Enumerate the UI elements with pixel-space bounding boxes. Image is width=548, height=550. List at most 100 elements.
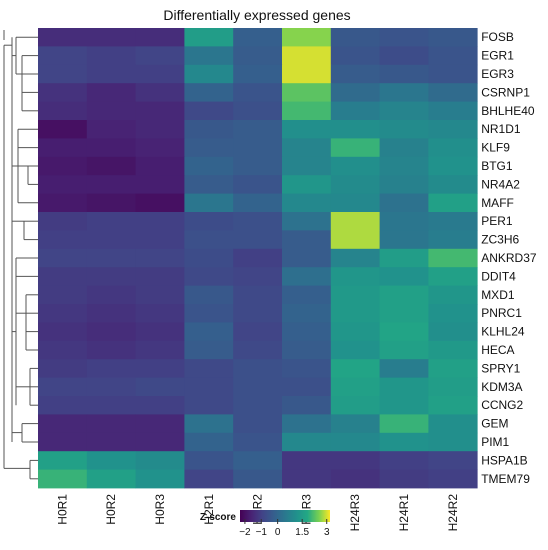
heatmap-cell bbox=[428, 304, 478, 323]
heatmap-cell bbox=[233, 83, 283, 102]
heatmap-cell bbox=[135, 451, 185, 470]
heatmap-cell bbox=[233, 377, 283, 397]
heatmap-cell bbox=[330, 469, 380, 489]
heatmap-cell bbox=[135, 285, 185, 305]
heatmap-cell bbox=[233, 451, 283, 470]
colorbar-title: Z-score bbox=[200, 512, 237, 523]
row-label: KDM3A bbox=[481, 380, 522, 394]
heatmap-cell bbox=[282, 46, 332, 66]
heatmap-cell bbox=[330, 432, 380, 452]
heatmap-cell bbox=[184, 414, 234, 434]
column-label: H24R2 bbox=[446, 494, 460, 532]
row-label: EGR3 bbox=[481, 67, 514, 81]
heatmap-cell bbox=[379, 414, 429, 434]
heatmap-cell bbox=[86, 340, 136, 360]
heatmap-cell bbox=[135, 396, 185, 415]
heatmap-cell bbox=[428, 193, 478, 213]
heatmap-cell bbox=[330, 120, 380, 139]
heatmap-cell bbox=[330, 396, 380, 415]
colorbar-tick-label: −2 bbox=[239, 527, 251, 538]
heatmap-cell bbox=[184, 138, 234, 158]
heatmap-cell bbox=[282, 414, 332, 434]
heatmap-cell bbox=[184, 340, 234, 360]
colorbar-legend: Z-score −2 −1 0 1.5 3 bbox=[200, 510, 330, 538]
heatmap-cell bbox=[184, 377, 234, 397]
heatmap-cell bbox=[282, 285, 332, 305]
heatmap-cell bbox=[233, 156, 283, 176]
heatmap-cell bbox=[428, 414, 478, 434]
heatmap-cell bbox=[38, 156, 88, 176]
row-dendrogram bbox=[3, 30, 38, 480]
heatmap-cell bbox=[233, 64, 283, 84]
heatmap-cell bbox=[135, 101, 185, 121]
heatmap-cell bbox=[135, 120, 185, 139]
heatmap-cell bbox=[330, 83, 380, 102]
heatmap-cell bbox=[379, 469, 429, 489]
heatmap-cell bbox=[86, 138, 136, 158]
colorbar-tick-label: 3 bbox=[324, 527, 330, 538]
heatmap-cell bbox=[86, 175, 136, 194]
heatmap-cell bbox=[38, 267, 88, 286]
heatmap-cell bbox=[282, 83, 332, 102]
heatmap-cell bbox=[135, 175, 185, 194]
heatmap-cell bbox=[135, 432, 185, 452]
heatmap-cell bbox=[38, 248, 88, 268]
row-label: HSPA1B bbox=[481, 453, 527, 467]
heatmap-cell bbox=[38, 64, 88, 84]
heatmap-cell bbox=[282, 248, 332, 268]
heatmap-cell bbox=[38, 193, 88, 213]
heatmap-cell bbox=[379, 248, 429, 268]
column-label: H0R3 bbox=[153, 494, 167, 525]
heatmap-cell bbox=[38, 120, 88, 139]
heatmap-cell bbox=[428, 138, 478, 158]
row-label: CCNG2 bbox=[481, 398, 523, 412]
heatmap-cell bbox=[135, 469, 185, 489]
heatmap-cell bbox=[233, 414, 283, 434]
heatmap-cell bbox=[379, 359, 429, 378]
heatmap-cell bbox=[184, 212, 234, 231]
heatmap-cell bbox=[282, 267, 332, 286]
heatmap-cell bbox=[135, 340, 185, 360]
heatmap-cell bbox=[184, 267, 234, 286]
heatmap-cell bbox=[86, 451, 136, 470]
heatmap-cell bbox=[86, 156, 136, 176]
heatmap-cell bbox=[135, 359, 185, 378]
heatmap-cell bbox=[379, 451, 429, 470]
row-label: TMEM79 bbox=[481, 472, 530, 486]
heatmap-cell bbox=[184, 101, 234, 121]
row-label: MAFF bbox=[481, 196, 514, 210]
column-labels: H0R1 H0R2 H0R3 H2R1 H2R2 H2R3 H24R3 H24R1 H24R2 bbox=[55, 494, 459, 532]
heatmap-cell bbox=[184, 46, 234, 66]
column-label: H0R1 bbox=[55, 494, 69, 525]
row-label: PNRC1 bbox=[481, 306, 522, 320]
colorbar-tick-label: 1.5 bbox=[295, 527, 309, 538]
heatmap-cell bbox=[86, 248, 136, 268]
column-label: H2R1 bbox=[202, 494, 216, 525]
heatmap-cell bbox=[428, 267, 478, 286]
heatmap-cell bbox=[233, 120, 283, 139]
heatmap-cell bbox=[428, 120, 478, 139]
heatmap-cell bbox=[86, 267, 136, 286]
heatmap-cell bbox=[330, 212, 380, 231]
heatmap-cell bbox=[135, 322, 185, 342]
heatmap-cell bbox=[330, 377, 380, 397]
heatmap-cell bbox=[330, 248, 380, 268]
heatmap-cell bbox=[135, 83, 185, 102]
heatmap-cell bbox=[233, 46, 283, 66]
heatmap-cell bbox=[379, 64, 429, 84]
heatmap-cell bbox=[86, 396, 136, 415]
heatmap-cell bbox=[379, 156, 429, 176]
heatmap-cell bbox=[379, 120, 429, 139]
heatmap-cell bbox=[379, 322, 429, 342]
heatmap-cell bbox=[233, 285, 283, 305]
row-label: PIM1 bbox=[481, 435, 509, 449]
heatmap-cell bbox=[233, 340, 283, 360]
heatmap-cell bbox=[184, 432, 234, 452]
heatmap-cell bbox=[184, 120, 234, 139]
heatmap-cell bbox=[184, 64, 234, 84]
heatmap-cell bbox=[379, 304, 429, 323]
heatmap-cell bbox=[233, 175, 283, 194]
heatmap-cell bbox=[38, 83, 88, 102]
heatmap-cell bbox=[330, 451, 380, 470]
row-label: ANKRD37 bbox=[481, 251, 537, 265]
